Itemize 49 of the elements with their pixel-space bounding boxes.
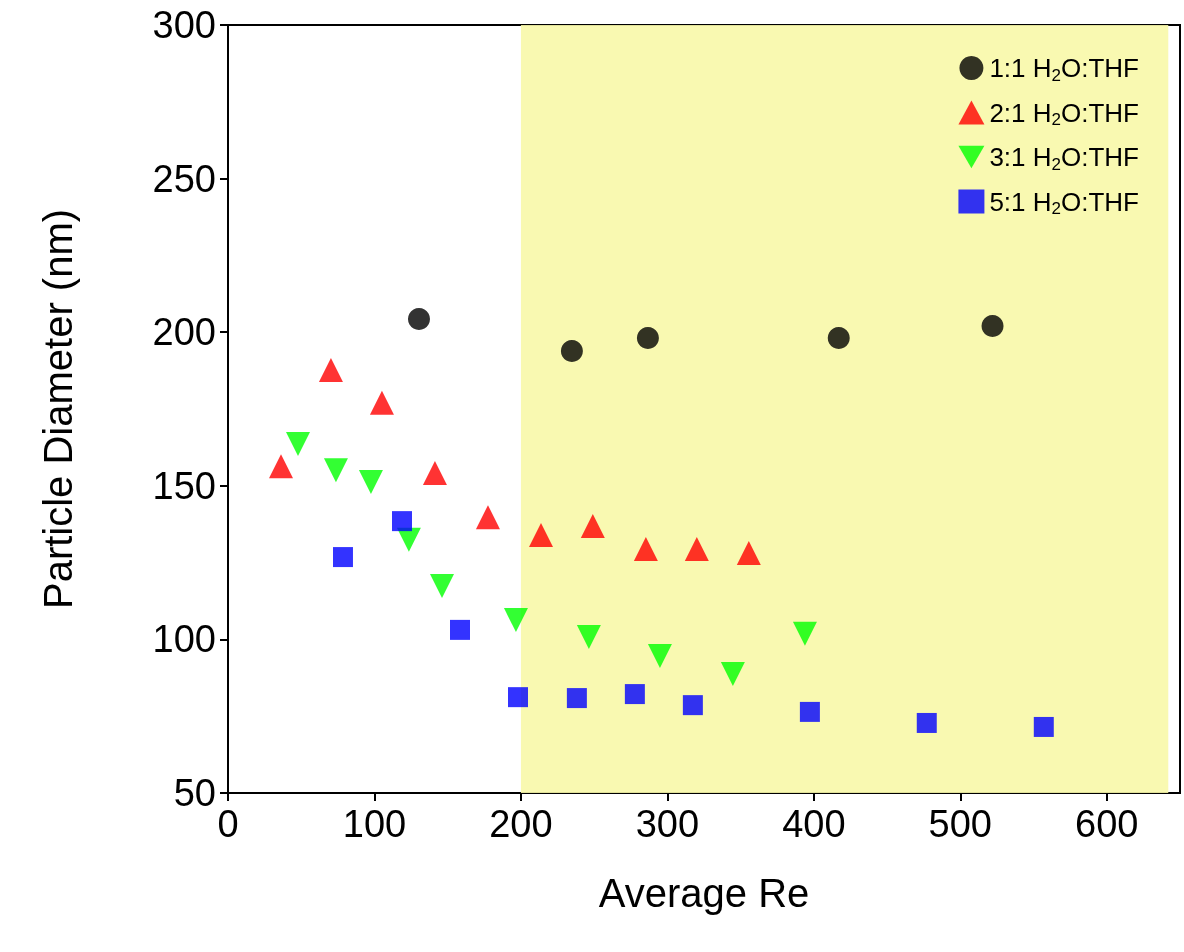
point [636,327,659,350]
y-tick-label: 200 [152,311,216,354]
point [566,688,587,709]
point [269,454,294,479]
point [358,470,383,495]
x-axis-title: Average Re [598,871,810,915]
point [528,522,553,547]
x-tick-label: 300 [635,803,700,845]
point [369,390,394,415]
y-tick-label: 100 [152,618,216,661]
point [503,608,528,633]
point [981,315,1004,338]
point [450,619,470,640]
point [580,514,605,539]
point [1033,716,1054,737]
point [799,701,820,722]
point [323,458,348,483]
x-tick-label: 100 [342,803,407,845]
point [792,621,817,646]
y-tick-label: 250 [152,157,216,200]
x-tick-label: 500 [928,803,993,845]
point [429,573,454,598]
point [332,547,353,568]
point [647,643,672,668]
x-tick-label: 200 [489,803,553,845]
point [392,511,412,532]
point [736,541,761,566]
point [576,624,601,649]
point [475,505,500,530]
point [408,308,430,330]
x-tick-label: 600 [1075,803,1139,845]
point [684,537,709,562]
point [286,432,311,457]
point [827,327,850,350]
point [916,712,937,733]
y-axis-title: Particle Diameter (nm) [36,208,80,610]
y-tick-label: 300 [152,4,216,46]
y-tick-label: 50 [173,772,216,814]
x-tick-label: 0 [217,803,239,845]
point [633,537,658,562]
point [422,460,447,485]
point [624,684,645,705]
point [682,695,703,716]
x-tick-label: 400 [782,803,846,845]
point [560,339,583,362]
point [507,687,528,708]
point [720,662,745,687]
y-tick-label: 150 [152,464,216,507]
point [318,357,343,382]
